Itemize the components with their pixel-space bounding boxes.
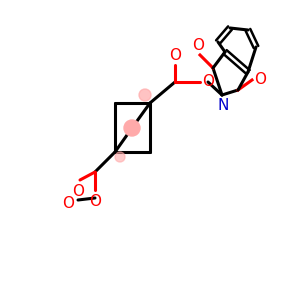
Circle shape [124, 120, 140, 136]
Text: O: O [169, 48, 181, 63]
Text: N: N [217, 98, 229, 113]
Text: O: O [72, 184, 84, 199]
Circle shape [115, 152, 125, 162]
Text: O: O [202, 74, 214, 88]
Text: O: O [192, 38, 204, 53]
Text: O: O [89, 194, 101, 209]
Text: O: O [254, 73, 266, 88]
Circle shape [139, 89, 151, 101]
Text: O: O [62, 196, 74, 211]
